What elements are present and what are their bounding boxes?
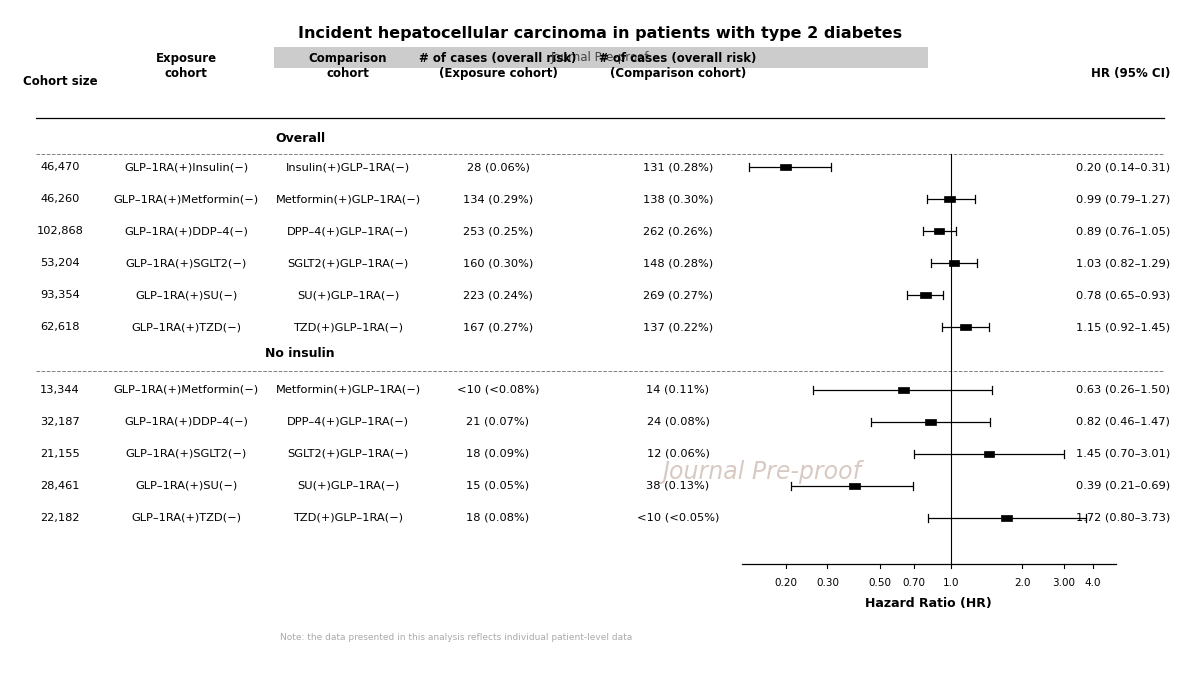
Text: 0.30: 0.30 [816, 578, 839, 589]
Bar [934, 228, 944, 234]
Bar [944, 196, 955, 202]
Bar [780, 164, 791, 170]
Text: HR (95% CI): HR (95% CI) [1091, 67, 1170, 80]
Text: GLP–1RA(+)SU(−): GLP–1RA(+)SU(−) [134, 290, 238, 300]
Text: GLP–1RA(+)DDP–4(−): GLP–1RA(+)DDP–4(−) [124, 226, 248, 236]
Text: 32,187: 32,187 [40, 416, 80, 427]
Text: GLP–1RA(+)Metformin(−): GLP–1RA(+)Metformin(−) [114, 385, 258, 395]
Text: TZD(+)GLP–1RA(−): TZD(+)GLP–1RA(−) [293, 513, 403, 523]
Text: 46,260: 46,260 [41, 194, 79, 205]
Text: 223 (0.24%): 223 (0.24%) [463, 290, 533, 300]
Text: 0.20 (0.14–0.31): 0.20 (0.14–0.31) [1076, 162, 1170, 172]
Text: 4.0: 4.0 [1085, 578, 1102, 589]
Text: 0.78 (0.65–0.93): 0.78 (0.65–0.93) [1075, 290, 1170, 300]
Text: SGLT2(+)GLP–1RA(−): SGLT2(+)GLP–1RA(−) [287, 449, 409, 459]
Text: No insulin: No insulin [265, 347, 335, 360]
Bar [898, 387, 908, 393]
Text: 46,470: 46,470 [41, 162, 79, 172]
Text: 262 (0.26%): 262 (0.26%) [643, 226, 713, 236]
Text: Cohort size: Cohort size [23, 75, 97, 88]
Text: 18 (0.08%): 18 (0.08%) [467, 513, 529, 523]
Text: GLP–1RA(+)Insulin(−): GLP–1RA(+)Insulin(−) [124, 162, 248, 172]
Text: 53,204: 53,204 [40, 259, 80, 268]
Text: 14 (0.11%): 14 (0.11%) [647, 385, 709, 395]
Text: 13,344: 13,344 [40, 385, 80, 395]
Text: Journal Pre-proof: Journal Pre-proof [551, 51, 649, 64]
Text: 160 (0.30%): 160 (0.30%) [463, 259, 533, 268]
Text: 22,182: 22,182 [41, 513, 79, 523]
Bar [848, 483, 859, 489]
Text: 12 (0.06%): 12 (0.06%) [647, 449, 709, 459]
Text: 0.63 (0.26–1.50): 0.63 (0.26–1.50) [1076, 385, 1170, 395]
Text: Metformin(+)GLP–1RA(−): Metformin(+)GLP–1RA(−) [276, 385, 420, 395]
Text: # of cases (overall risk)
(Exposure cohort): # of cases (overall risk) (Exposure coho… [419, 52, 577, 80]
Text: 28 (0.06%): 28 (0.06%) [467, 162, 529, 172]
Text: 38 (0.13%): 38 (0.13%) [647, 481, 709, 491]
Text: SGLT2(+)GLP–1RA(−): SGLT2(+)GLP–1RA(−) [287, 259, 409, 268]
Bar [948, 260, 959, 266]
Text: Comparison
cohort: Comparison cohort [308, 52, 388, 80]
Bar [274, 47, 928, 68]
Text: 15 (0.05%): 15 (0.05%) [467, 481, 529, 491]
Text: 131 (0.28%): 131 (0.28%) [643, 162, 713, 172]
Text: 1.03 (0.82–1.29): 1.03 (0.82–1.29) [1076, 259, 1170, 268]
Text: 2.0: 2.0 [1014, 578, 1031, 589]
Text: 1.0: 1.0 [943, 578, 959, 589]
Text: 28,461: 28,461 [41, 481, 79, 491]
Text: 148 (0.28%): 148 (0.28%) [643, 259, 713, 268]
Text: Insulin(+)GLP–1RA(−): Insulin(+)GLP–1RA(−) [286, 162, 410, 172]
Text: 0.70: 0.70 [902, 578, 926, 589]
Text: 1.45 (0.70–3.01): 1.45 (0.70–3.01) [1075, 449, 1170, 459]
Bar [1001, 515, 1012, 521]
Text: Journal Pre-proof: Journal Pre-proof [662, 460, 862, 485]
Text: 1.15 (0.92–1.45): 1.15 (0.92–1.45) [1076, 322, 1170, 332]
Text: 0.89 (0.76–1.05): 0.89 (0.76–1.05) [1075, 226, 1170, 236]
Text: 21 (0.07%): 21 (0.07%) [467, 416, 529, 427]
Text: 21,155: 21,155 [40, 449, 80, 459]
Text: GLP–1RA(+)SGLT2(−): GLP–1RA(+)SGLT2(−) [125, 259, 247, 268]
Bar [984, 451, 995, 457]
Text: 3.00: 3.00 [1052, 578, 1075, 589]
Text: 0.82 (0.46–1.47): 0.82 (0.46–1.47) [1076, 416, 1170, 427]
Text: 0.39 (0.21–0.69): 0.39 (0.21–0.69) [1076, 481, 1170, 491]
Text: 269 (0.27%): 269 (0.27%) [643, 290, 713, 300]
Text: 93,354: 93,354 [40, 290, 80, 300]
Text: 102,868: 102,868 [36, 226, 84, 236]
Text: 24 (0.08%): 24 (0.08%) [647, 416, 709, 427]
Text: DPP–4(+)GLP–1RA(−): DPP–4(+)GLP–1RA(−) [287, 416, 409, 427]
Text: Metformin(+)GLP–1RA(−): Metformin(+)GLP–1RA(−) [276, 194, 420, 205]
Text: TZD(+)GLP–1RA(−): TZD(+)GLP–1RA(−) [293, 322, 403, 332]
Text: GLP–1RA(+)TZD(−): GLP–1RA(+)TZD(−) [131, 513, 241, 523]
Bar [920, 292, 931, 298]
Text: 0.99 (0.79–1.27): 0.99 (0.79–1.27) [1075, 194, 1170, 205]
Text: SU(+)GLP–1RA(−): SU(+)GLP–1RA(−) [296, 481, 400, 491]
Text: <10 (<0.08%): <10 (<0.08%) [457, 385, 539, 395]
Bar [925, 418, 936, 425]
Bar [960, 324, 971, 330]
Text: GLP–1RA(+)DDP–4(−): GLP–1RA(+)DDP–4(−) [124, 416, 248, 427]
Text: GLP–1RA(+)SU(−): GLP–1RA(+)SU(−) [134, 481, 238, 491]
Text: SU(+)GLP–1RA(−): SU(+)GLP–1RA(−) [296, 290, 400, 300]
Text: 0.50: 0.50 [869, 578, 892, 589]
Text: 62,618: 62,618 [41, 322, 79, 332]
Text: Overall: Overall [275, 132, 325, 144]
Text: Incident hepatocellular carcinoma in patients with type 2 diabetes: Incident hepatocellular carcinoma in pat… [298, 26, 902, 41]
Text: 18 (0.09%): 18 (0.09%) [467, 449, 529, 459]
Text: 138 (0.30%): 138 (0.30%) [643, 194, 713, 205]
Text: Hazard Ratio (HR): Hazard Ratio (HR) [865, 597, 992, 610]
Text: 134 (0.29%): 134 (0.29%) [463, 194, 533, 205]
Text: # of cases (overall risk)
(Comparison cohort): # of cases (overall risk) (Comparison co… [599, 52, 757, 80]
Text: DPP–4(+)GLP–1RA(−): DPP–4(+)GLP–1RA(−) [287, 226, 409, 236]
Text: GLP–1RA(+)Metformin(−): GLP–1RA(+)Metformin(−) [114, 194, 258, 205]
Text: GLP–1RA(+)TZD(−): GLP–1RA(+)TZD(−) [131, 322, 241, 332]
Text: 253 (0.25%): 253 (0.25%) [463, 226, 533, 236]
Text: Note: the data presented in this analysis reflects individual patient-level data: Note: the data presented in this analysi… [280, 633, 632, 643]
Text: 1.72 (0.80–3.73): 1.72 (0.80–3.73) [1075, 513, 1170, 523]
Text: 0.20: 0.20 [774, 578, 797, 589]
Text: GLP–1RA(+)SGLT2(−): GLP–1RA(+)SGLT2(−) [125, 449, 247, 459]
Text: <10 (<0.05%): <10 (<0.05%) [637, 513, 719, 523]
Text: Exposure
cohort: Exposure cohort [156, 52, 216, 80]
Text: 167 (0.27%): 167 (0.27%) [463, 322, 533, 332]
Text: 137 (0.22%): 137 (0.22%) [643, 322, 713, 332]
